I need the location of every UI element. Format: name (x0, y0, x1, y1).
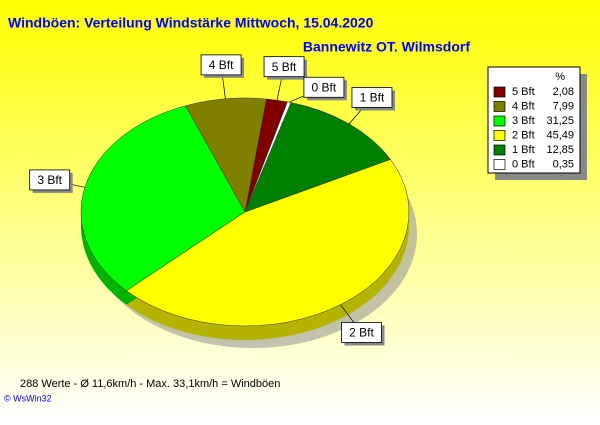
pie-slice (126, 159, 410, 327)
legend-label: 4 Bft (512, 100, 535, 112)
legend-label: 1 Bft (512, 144, 535, 156)
legend-value: 12,85 (546, 144, 574, 156)
legend-swatch (493, 115, 506, 127)
legend-swatch (493, 86, 506, 98)
legend-label: 2 Bft (512, 129, 535, 141)
pie-slice (80, 105, 246, 292)
slice-label: 0 Bft (312, 80, 337, 94)
slice-label: 4 Bft (209, 58, 234, 72)
legend-label: 5 Bft (512, 86, 535, 98)
legend-swatch (493, 101, 506, 112)
legend-value: 7,99 (553, 100, 574, 112)
chart-subtitle: Bannewitz OT. Wilmsdorf (303, 39, 470, 55)
label-box (200, 54, 242, 76)
pie-slice (244, 101, 292, 213)
label-box (29, 169, 71, 191)
chart-title: Windböen: Verteilung Windstärke Mittwoch… (8, 15, 374, 31)
slice-label: 2 Bft (349, 326, 374, 340)
legend-header: % (555, 71, 565, 83)
footer: 288 Werte - Ø 11,6km/h - Max. 33,1km/h =… (20, 378, 280, 390)
legend-swatch (493, 130, 506, 141)
legend-swatch (493, 144, 506, 156)
legend: % 5 Bft 2,08 4 Bft 7,99 3 Bft 31,25 2 Bft 45,49… (487, 66, 587, 180)
pie-slice (244, 102, 391, 213)
credit: © WsWin32 (4, 393, 52, 403)
label-box (341, 322, 382, 343)
label-box (351, 87, 393, 108)
legend-swatch (493, 159, 506, 170)
legend-value: 2,08 (553, 86, 574, 98)
legend-value: 0,35 (553, 158, 574, 170)
slice-label: 5 Bft (272, 60, 297, 74)
legend-value: 31,25 (546, 115, 574, 127)
label-box (263, 56, 305, 78)
legend-label: 0 Bft (512, 158, 535, 170)
legend-value: 45,49 (546, 129, 574, 141)
label-box (303, 76, 345, 98)
slice-label: 1 Bft (360, 91, 385, 105)
legend-label: 3 Bft (512, 115, 535, 127)
slice-label: 3 Bft (37, 173, 62, 187)
